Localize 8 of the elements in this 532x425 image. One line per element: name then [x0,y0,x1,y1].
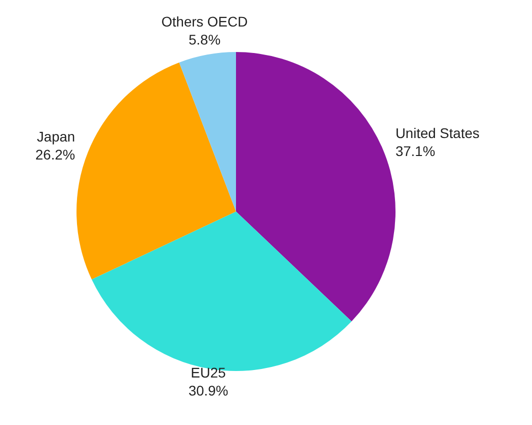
data-label: 37.1% [395,142,436,159]
data-label: 26.2% [35,146,76,162]
slice-label: Others OECD [161,14,248,30]
slice-label: Japan [36,128,76,144]
data-label: 5.8% [188,32,221,48]
data-label: 30.9% [188,382,228,399]
slice-label: United States [395,124,480,141]
slice-label: EU25 [190,364,226,381]
